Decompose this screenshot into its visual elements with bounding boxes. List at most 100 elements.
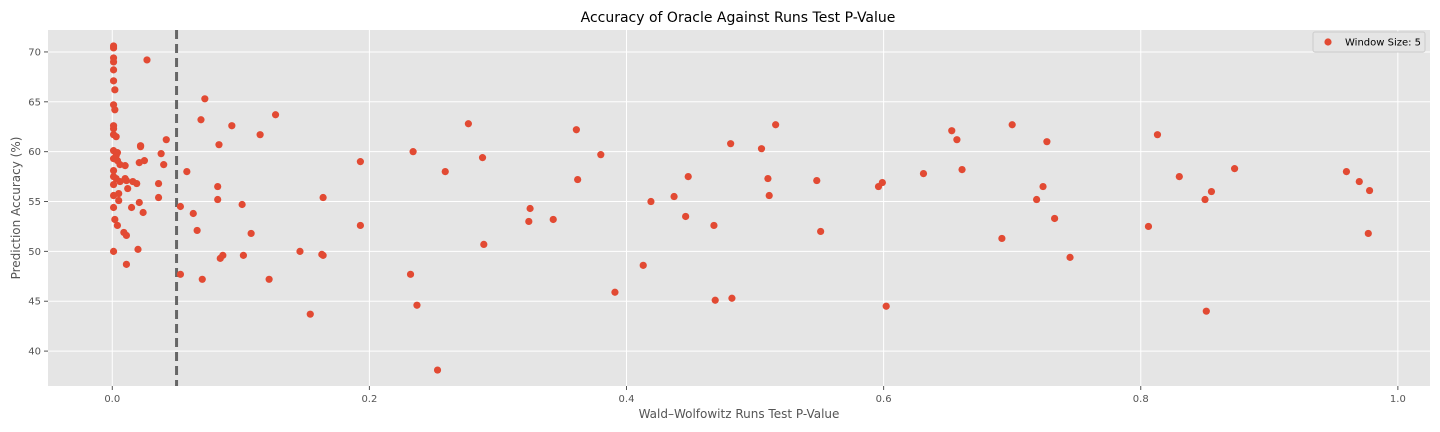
data-point bbox=[998, 234, 1006, 243]
data-point bbox=[765, 191, 773, 200]
data-point bbox=[238, 200, 246, 209]
x-tick-label: 0.8 bbox=[1133, 394, 1149, 405]
y-tick-label: 70 bbox=[28, 47, 41, 58]
data-point bbox=[124, 184, 132, 193]
data-point bbox=[134, 245, 142, 253]
data-point bbox=[684, 172, 692, 181]
data-point bbox=[1365, 186, 1374, 195]
data-point bbox=[109, 66, 118, 74]
data-point bbox=[441, 168, 449, 176]
data-point bbox=[111, 106, 119, 114]
data-point bbox=[1066, 253, 1074, 261]
data-point bbox=[525, 217, 533, 226]
data-point bbox=[413, 301, 421, 309]
data-point bbox=[1355, 177, 1363, 186]
data-point bbox=[919, 169, 928, 178]
y-tick-label: 60 bbox=[28, 147, 41, 158]
data-point bbox=[356, 158, 364, 166]
data-point bbox=[111, 215, 119, 224]
data-point bbox=[1201, 195, 1209, 204]
data-point bbox=[882, 302, 890, 310]
data-point bbox=[183, 168, 191, 176]
data-point bbox=[1043, 138, 1051, 146]
data-point bbox=[109, 58, 118, 66]
data-point bbox=[1207, 187, 1216, 196]
data-point bbox=[572, 126, 580, 134]
data-point bbox=[1153, 131, 1162, 139]
data-point bbox=[953, 136, 961, 144]
data-point bbox=[160, 161, 168, 169]
legend-label: Window Size: 5 bbox=[1345, 38, 1421, 49]
x-axis-label: Wald–Wolfowitz Runs Test P-Value bbox=[639, 407, 840, 421]
data-point bbox=[111, 86, 119, 94]
data-point bbox=[198, 275, 206, 283]
data-point bbox=[319, 193, 327, 202]
data-point bbox=[201, 95, 209, 103]
data-points bbox=[109, 42, 1374, 374]
data-point bbox=[480, 240, 488, 248]
data-point bbox=[239, 251, 248, 259]
x-tick-label: 0.2 bbox=[361, 394, 377, 405]
data-point bbox=[247, 229, 255, 238]
data-point bbox=[121, 162, 129, 170]
data-point bbox=[127, 203, 136, 212]
data-point bbox=[597, 151, 605, 159]
data-point bbox=[271, 111, 280, 119]
gridlines bbox=[48, 30, 1430, 386]
data-point bbox=[109, 77, 118, 85]
data-point bbox=[356, 221, 364, 230]
data-point bbox=[136, 142, 145, 150]
y-tick-label: 55 bbox=[28, 197, 41, 208]
data-point bbox=[122, 231, 131, 240]
data-point bbox=[1033, 195, 1041, 204]
data-point bbox=[711, 296, 719, 304]
data-point bbox=[1202, 307, 1210, 315]
data-point bbox=[764, 174, 772, 183]
data-point bbox=[109, 247, 118, 255]
data-point bbox=[265, 275, 273, 283]
data-point bbox=[574, 175, 582, 184]
data-point bbox=[647, 197, 655, 206]
x-tick-label: 0.0 bbox=[104, 394, 120, 405]
data-point bbox=[878, 178, 886, 187]
legend-box bbox=[1312, 31, 1426, 53]
data-point bbox=[639, 261, 647, 269]
data-point bbox=[1144, 222, 1153, 231]
data-point bbox=[478, 154, 487, 162]
data-point bbox=[1364, 229, 1372, 238]
data-point bbox=[1342, 168, 1351, 176]
data-point bbox=[140, 157, 149, 165]
data-point bbox=[958, 166, 966, 174]
y-tick-label: 45 bbox=[28, 297, 41, 308]
data-point bbox=[710, 221, 718, 230]
data-point bbox=[817, 227, 825, 236]
data-point bbox=[549, 215, 557, 224]
data-point bbox=[1008, 121, 1016, 129]
chart-title: Accuracy of Oracle Against Runs Test P-V… bbox=[581, 10, 896, 26]
data-point bbox=[122, 260, 131, 268]
data-point bbox=[464, 120, 472, 128]
data-point bbox=[157, 150, 165, 158]
data-point bbox=[306, 310, 314, 318]
plot-area bbox=[48, 30, 1430, 386]
data-point bbox=[215, 141, 223, 149]
data-point bbox=[670, 192, 678, 201]
legend-marker bbox=[1324, 38, 1332, 46]
data-point bbox=[1230, 165, 1239, 173]
data-point bbox=[135, 198, 143, 207]
legend: Window Size: 5 bbox=[1312, 31, 1426, 53]
data-point bbox=[948, 127, 956, 135]
data-point bbox=[1051, 214, 1059, 223]
y-tick-label: 65 bbox=[28, 97, 41, 108]
data-point bbox=[728, 294, 736, 302]
data-point bbox=[109, 180, 118, 189]
data-point bbox=[189, 209, 197, 218]
data-point bbox=[409, 148, 417, 156]
data-point bbox=[214, 195, 222, 204]
data-point bbox=[193, 226, 201, 235]
data-point bbox=[176, 270, 185, 278]
data-point bbox=[526, 204, 534, 213]
y-axis-label: Prediction Accuracy (%) bbox=[9, 137, 23, 280]
x-tick-label: 0.4 bbox=[619, 394, 635, 405]
data-point bbox=[1175, 172, 1183, 181]
